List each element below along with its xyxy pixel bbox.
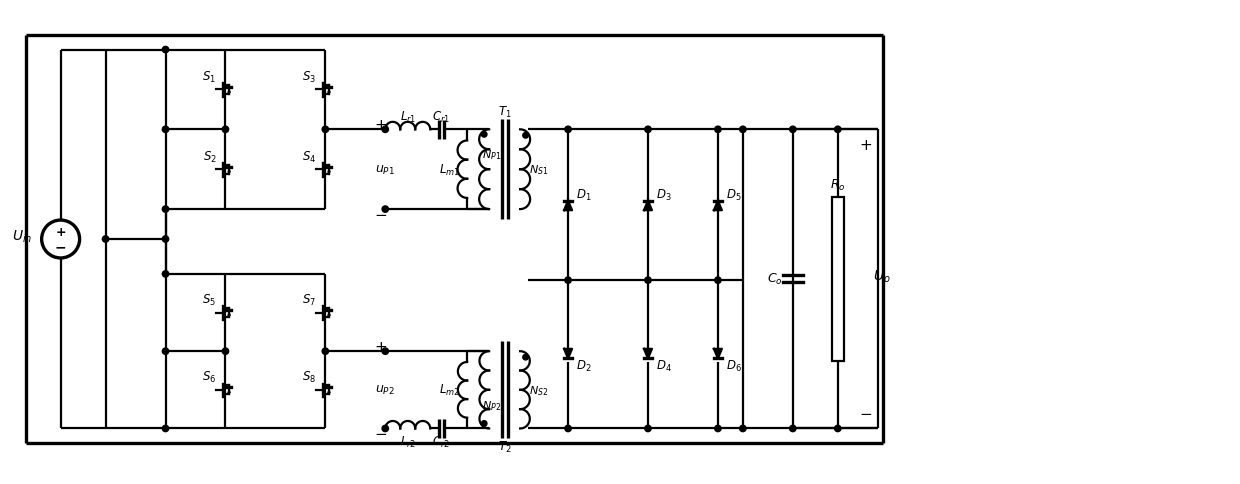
Polygon shape xyxy=(714,349,722,359)
Circle shape xyxy=(103,236,109,242)
Text: $R_o$: $R_o$ xyxy=(830,178,846,193)
Circle shape xyxy=(481,421,487,426)
Text: $L_{r2}$: $L_{r2}$ xyxy=(399,434,415,449)
Circle shape xyxy=(714,277,722,284)
Circle shape xyxy=(645,277,651,284)
Text: +: + xyxy=(374,118,387,133)
Circle shape xyxy=(162,271,169,277)
Text: $C_{r2}$: $C_{r2}$ xyxy=(433,434,450,449)
Circle shape xyxy=(222,127,228,133)
Circle shape xyxy=(481,132,487,138)
Text: $S_6$: $S_6$ xyxy=(202,370,217,385)
Polygon shape xyxy=(227,388,231,393)
Circle shape xyxy=(740,127,746,133)
Text: −: − xyxy=(374,207,387,222)
Text: $D_2$: $D_2$ xyxy=(577,358,591,373)
Circle shape xyxy=(222,348,228,355)
Circle shape xyxy=(565,127,572,133)
Text: $U_{in}$: $U_{in}$ xyxy=(12,228,32,245)
Text: $U_o$: $U_o$ xyxy=(873,268,890,285)
Circle shape xyxy=(162,348,169,355)
Circle shape xyxy=(565,277,572,284)
Text: $D_1$: $D_1$ xyxy=(577,188,591,203)
Circle shape xyxy=(322,127,329,133)
Polygon shape xyxy=(327,388,331,393)
Text: $N_{S1}$: $N_{S1}$ xyxy=(529,163,549,177)
Text: $L_{m1}$: $L_{m1}$ xyxy=(439,162,460,178)
Polygon shape xyxy=(327,167,331,173)
Text: $L_{r1}$: $L_{r1}$ xyxy=(399,109,415,125)
Circle shape xyxy=(382,348,388,355)
Text: $D_5$: $D_5$ xyxy=(727,188,742,203)
Polygon shape xyxy=(327,88,331,93)
Circle shape xyxy=(322,348,329,355)
Circle shape xyxy=(835,127,841,133)
Circle shape xyxy=(835,425,841,432)
Text: $S_4$: $S_4$ xyxy=(303,150,316,165)
Text: −: − xyxy=(55,240,67,254)
Text: $S_2$: $S_2$ xyxy=(202,150,217,165)
Bar xyxy=(832,197,843,362)
Polygon shape xyxy=(227,88,231,93)
Text: $S_8$: $S_8$ xyxy=(303,370,316,385)
Circle shape xyxy=(714,127,722,133)
Circle shape xyxy=(162,127,169,133)
Polygon shape xyxy=(227,167,231,173)
Text: $T_1$: $T_1$ xyxy=(498,105,512,120)
Polygon shape xyxy=(327,310,331,316)
Text: $L_{m2}$: $L_{m2}$ xyxy=(439,382,460,397)
Polygon shape xyxy=(644,349,652,359)
Polygon shape xyxy=(227,310,231,316)
Text: $T_2$: $T_2$ xyxy=(498,439,512,454)
Circle shape xyxy=(382,425,388,432)
Circle shape xyxy=(645,127,651,133)
Polygon shape xyxy=(564,201,572,211)
Circle shape xyxy=(382,207,388,213)
Polygon shape xyxy=(564,349,572,359)
Text: $u_{P1}$: $u_{P1}$ xyxy=(376,163,396,176)
Text: $S_7$: $S_7$ xyxy=(303,292,316,307)
Polygon shape xyxy=(644,201,652,211)
Text: +: + xyxy=(374,339,387,354)
Text: $S_1$: $S_1$ xyxy=(202,70,217,85)
Text: $N_{P2}$: $N_{P2}$ xyxy=(481,398,501,412)
Text: −: − xyxy=(374,426,387,441)
Text: $D_3$: $D_3$ xyxy=(656,188,672,203)
Text: $N_{P1}$: $N_{P1}$ xyxy=(481,148,501,162)
Circle shape xyxy=(382,127,388,133)
Circle shape xyxy=(523,355,528,360)
Circle shape xyxy=(523,133,528,139)
Text: $S_5$: $S_5$ xyxy=(202,292,217,307)
Text: $N_{S2}$: $N_{S2}$ xyxy=(529,383,549,397)
Circle shape xyxy=(714,425,722,432)
Text: $C_{r1}$: $C_{r1}$ xyxy=(433,109,450,125)
Text: $D_4$: $D_4$ xyxy=(656,358,672,373)
Text: $C_o$: $C_o$ xyxy=(768,272,782,287)
Circle shape xyxy=(790,425,796,432)
Circle shape xyxy=(162,47,169,54)
Text: +: + xyxy=(859,137,872,152)
Circle shape xyxy=(740,425,746,432)
Circle shape xyxy=(162,207,169,213)
Text: $D_6$: $D_6$ xyxy=(725,358,742,373)
Circle shape xyxy=(162,425,169,432)
Polygon shape xyxy=(714,201,722,211)
Text: $u_{P2}$: $u_{P2}$ xyxy=(376,383,396,396)
Text: −: − xyxy=(859,406,872,421)
Circle shape xyxy=(790,127,796,133)
Circle shape xyxy=(645,425,651,432)
Text: $S_3$: $S_3$ xyxy=(303,70,316,85)
Text: +: + xyxy=(56,226,66,239)
Circle shape xyxy=(565,425,572,432)
Circle shape xyxy=(162,236,169,242)
